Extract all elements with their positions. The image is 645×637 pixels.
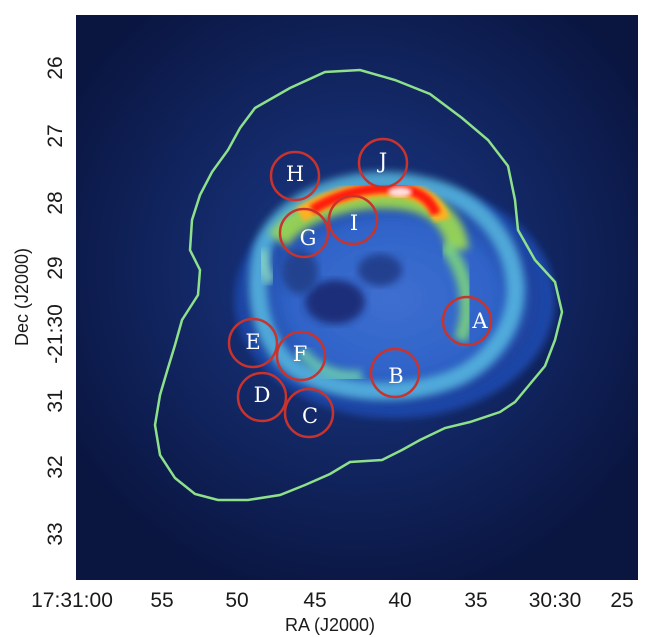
region-label-a: A bbox=[471, 309, 488, 333]
y-tick: 27 bbox=[44, 124, 67, 147]
x-tick: 17:31:00 bbox=[31, 589, 113, 612]
y-tick: 29 bbox=[44, 256, 67, 279]
region-e: E bbox=[227, 317, 279, 369]
region-label-f: F bbox=[293, 342, 308, 366]
y-axis-title: Dec (J2000) bbox=[12, 248, 32, 346]
x-axis-title: RA (J2000) bbox=[285, 615, 375, 635]
region-label-d: D bbox=[254, 383, 271, 407]
region-label-e: E bbox=[245, 330, 260, 354]
x-tick: 40 bbox=[388, 589, 411, 612]
region-label-c: C bbox=[302, 404, 318, 428]
region-markers: A B C D E F G bbox=[227, 137, 493, 439]
region-a: A bbox=[441, 295, 493, 347]
x-tick: 35 bbox=[464, 589, 487, 612]
region-label-g: G bbox=[300, 226, 317, 250]
green-contour bbox=[153, 68, 564, 502]
region-h: H bbox=[269, 150, 321, 202]
region-label-i: I bbox=[350, 211, 358, 235]
region-g: G bbox=[278, 207, 330, 259]
x-tick: 45 bbox=[303, 589, 326, 612]
y-axis-ticks: 26 27 28 29 -21:30 31 32 33 bbox=[44, 56, 67, 545]
y-tick: 33 bbox=[44, 522, 67, 545]
region-i: I bbox=[327, 194, 379, 246]
y-tick: 31 bbox=[44, 389, 67, 412]
x-tick: 55 bbox=[150, 589, 173, 612]
y-tick: -21:30 bbox=[44, 304, 67, 364]
remnant-emission bbox=[235, 171, 555, 418]
image-panel: A B C D E F G bbox=[76, 15, 638, 580]
region-b: B bbox=[369, 347, 421, 399]
y-tick: 28 bbox=[44, 191, 67, 214]
region-label-j: J bbox=[377, 149, 387, 173]
x-tick: 30:30 bbox=[529, 589, 582, 612]
region-label-b: B bbox=[388, 364, 403, 388]
y-tick: 32 bbox=[44, 455, 67, 478]
region-c: C bbox=[283, 387, 335, 439]
y-tick: 26 bbox=[44, 56, 67, 79]
x-tick: 25 bbox=[610, 589, 633, 612]
region-label-h: H bbox=[286, 162, 304, 186]
region-d: D bbox=[236, 371, 288, 423]
x-axis-ticks: 17:31:00 55 50 45 40 35 30:30 25 bbox=[31, 589, 634, 612]
region-j: J bbox=[357, 137, 409, 189]
region-f: F bbox=[275, 330, 327, 382]
x-tick: 50 bbox=[225, 589, 248, 612]
